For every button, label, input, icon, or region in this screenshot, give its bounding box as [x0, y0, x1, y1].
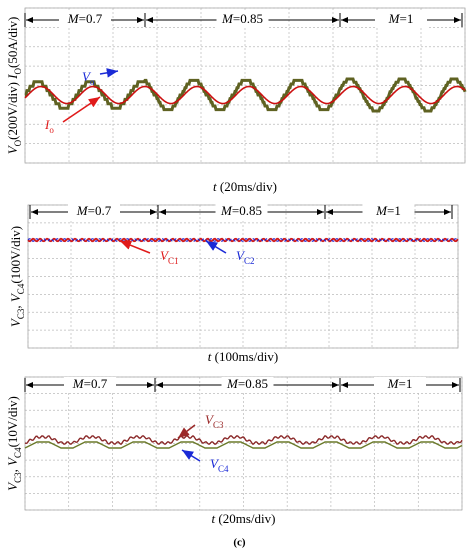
x-axis-label: t (100ms/div) [208, 349, 278, 364]
label-part: , [8, 302, 23, 309]
x-axis-label: t (20ms/div) [212, 511, 276, 526]
label-part: C4 [13, 447, 23, 458]
label-part: C3 [13, 472, 23, 483]
label-bg [374, 377, 426, 393]
label-part: M [375, 203, 388, 218]
label-part: C4 [218, 464, 229, 474]
label-part: V [160, 248, 170, 263]
label-bg [59, 12, 111, 28]
label-part: =1 [387, 203, 401, 218]
segment-label: M=0.7 [72, 376, 108, 391]
label-bg [68, 204, 120, 220]
label-part: V [205, 412, 215, 427]
label-part: V [5, 481, 20, 491]
signal-label: Io [44, 117, 54, 135]
label-part: C2 [244, 256, 255, 266]
pointer-arrow [99, 68, 119, 78]
pointer-arrow [177, 424, 196, 439]
label-part: V [5, 456, 20, 466]
label-part: t [208, 349, 212, 364]
label-part: =0.7 [88, 203, 112, 218]
label-part: =0.85 [232, 203, 262, 218]
waveform [24, 434, 463, 446]
label-bg [362, 204, 415, 220]
label-part: (100V/div) [8, 226, 23, 284]
waveform [27, 237, 459, 243]
label-part: C1 [168, 256, 179, 266]
label-part: =1 [399, 376, 413, 391]
label-part: O [13, 67, 23, 74]
waveform [27, 238, 459, 242]
label-part: M [220, 203, 233, 218]
label-bg [375, 12, 427, 28]
label-part: M [76, 203, 89, 218]
pointer-arrow [119, 240, 151, 254]
x-axis-label: t (20ms/div) [213, 179, 277, 194]
label-part: t [213, 179, 217, 194]
label-part: V [210, 456, 220, 471]
y-axis-label: VC3, VC4(100V/div) [8, 226, 26, 327]
label-part: =1 [400, 11, 414, 26]
label-part: M [388, 11, 401, 26]
segment-label: M=0.85 [226, 376, 268, 391]
signal-label: Vo [82, 69, 95, 87]
label-bg [216, 12, 269, 28]
label-part: V [236, 248, 246, 263]
label-bg [215, 204, 268, 220]
label-part: C3 [16, 308, 26, 319]
waveform [24, 85, 466, 105]
label-part: (200V/div) [5, 79, 20, 140]
label-bg [221, 377, 274, 393]
segment-label: M=1 [387, 376, 413, 391]
segment-label: M=1 [375, 203, 401, 218]
label-part: =0.85 [233, 11, 263, 26]
segment-label: M=0.7 [67, 11, 103, 26]
signal-label: VC4 [210, 456, 229, 474]
label-part: O [13, 139, 23, 146]
label-part: M [387, 376, 400, 391]
segment-label: M=0.7 [76, 203, 112, 218]
label-part: I [44, 117, 50, 132]
segment-label: M=0.85 [221, 11, 263, 26]
label-part: =0.7 [84, 376, 108, 391]
label-part: M [72, 376, 85, 391]
y-axis-label: VO(200V/div) IO(50A/div) [5, 17, 23, 155]
label-part: M [67, 11, 80, 26]
label-part: V [82, 69, 92, 84]
label-part: M [221, 11, 234, 26]
label-part: M [226, 376, 239, 391]
segment-label: M=0.85 [220, 203, 262, 218]
signal-label: VC2 [236, 248, 254, 266]
scope-frame [24, 7, 466, 164]
waveform [24, 441, 463, 449]
label-part: t [212, 511, 216, 526]
caption: (c) [233, 537, 246, 549]
label-part: =0.85 [238, 376, 268, 391]
label-part: (10V/div) [5, 396, 20, 447]
label-part: (20ms/div) [215, 511, 275, 526]
pointer-arrow [205, 240, 227, 254]
y-axis-label: VC3, VC4(10V/div) [5, 396, 23, 491]
label-part: V [8, 292, 23, 302]
signal-label: VC1 [160, 248, 178, 266]
label-part: , [5, 466, 20, 473]
label-part: I [5, 74, 20, 80]
label-part: o [49, 125, 54, 135]
label-part: o [90, 77, 95, 87]
label-part: (100ms/div) [211, 349, 278, 364]
label-part: =0.7 [79, 11, 103, 26]
signal-label: VC3 [205, 412, 224, 430]
label-part: (20ms/div) [217, 179, 277, 194]
label-part: V [8, 317, 23, 327]
pointer-arrow [62, 96, 101, 123]
label-part: V [5, 144, 20, 154]
segment-label: M=1 [388, 11, 414, 26]
label-part: C4 [16, 283, 26, 294]
label-bg [64, 377, 116, 393]
label-part: C3 [213, 420, 224, 430]
label-part: (50A/div) [5, 17, 20, 68]
pointer-arrow [181, 449, 201, 462]
